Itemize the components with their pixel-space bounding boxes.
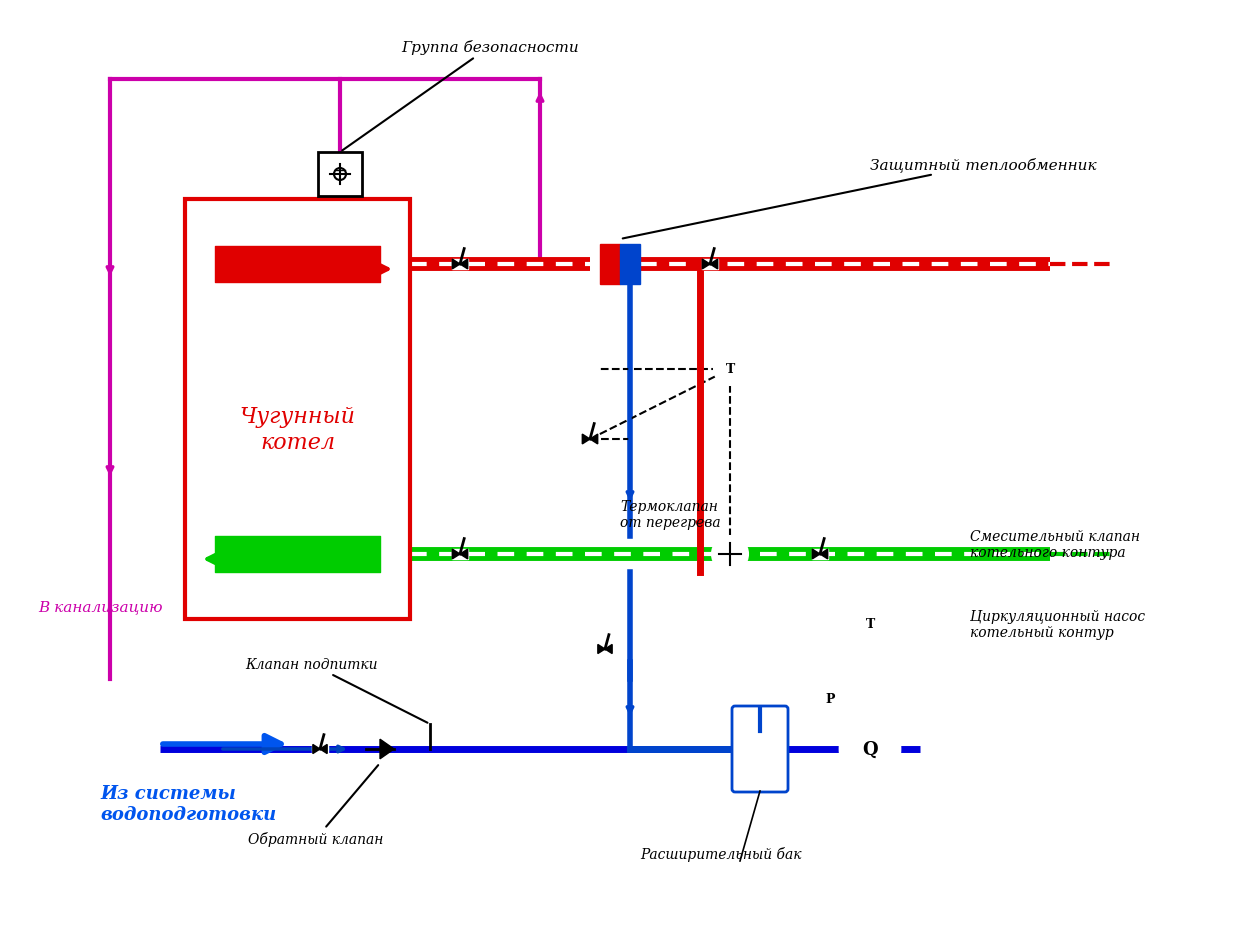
Bar (318, 153, 361, 197)
Text: T: T (725, 363, 734, 376)
Bar (812, 550, 828, 559)
Text: Чугунный
котел: Чугунный котел (239, 406, 355, 453)
Polygon shape (820, 550, 828, 559)
Text: Q: Q (862, 740, 878, 758)
Polygon shape (598, 645, 605, 654)
Polygon shape (605, 645, 612, 654)
Bar (452, 550, 468, 559)
Polygon shape (461, 550, 468, 559)
Polygon shape (461, 260, 468, 270)
Polygon shape (591, 435, 598, 444)
Text: Термоклапан
от перегрева: Термоклапан от перегрева (620, 500, 721, 529)
Text: Клапан подпитки: Клапан подпитки (245, 657, 427, 723)
Polygon shape (711, 260, 718, 270)
Polygon shape (313, 744, 319, 754)
Text: P: P (826, 692, 834, 705)
Bar (597, 645, 613, 654)
Polygon shape (319, 744, 327, 754)
Polygon shape (452, 550, 461, 559)
Polygon shape (452, 260, 461, 270)
Bar (702, 260, 718, 270)
Circle shape (854, 608, 886, 641)
Polygon shape (812, 550, 820, 559)
Polygon shape (702, 260, 711, 270)
Circle shape (815, 683, 846, 716)
Text: T: T (865, 617, 874, 630)
Bar (452, 260, 468, 270)
Polygon shape (620, 245, 640, 285)
Text: Смесительный клапан
котельного контура: Смесительный клапан котельного контура (971, 529, 1140, 560)
Text: Циркуляционный насос
котельный контур: Циркуляционный насос котельный контур (971, 609, 1145, 640)
Circle shape (841, 719, 900, 780)
Circle shape (712, 537, 748, 572)
Polygon shape (380, 740, 394, 759)
Circle shape (714, 353, 747, 386)
Text: Из системы
водоподготовки: Из системы водоподготовки (100, 784, 276, 823)
Bar (582, 435, 598, 444)
Bar (184, 200, 410, 619)
Text: Расширительный бак: Расширительный бак (640, 846, 801, 861)
Text: Обратный клапан: Обратный клапан (248, 766, 384, 846)
Polygon shape (600, 245, 620, 285)
Text: Группа безопасности: Группа безопасности (342, 40, 579, 151)
Text: Защитный теплообменник: Защитный теплообменник (623, 158, 1097, 239)
Polygon shape (582, 435, 591, 444)
Bar (312, 744, 328, 754)
FancyBboxPatch shape (732, 706, 789, 793)
Text: В канализацию: В канализацию (37, 600, 162, 614)
